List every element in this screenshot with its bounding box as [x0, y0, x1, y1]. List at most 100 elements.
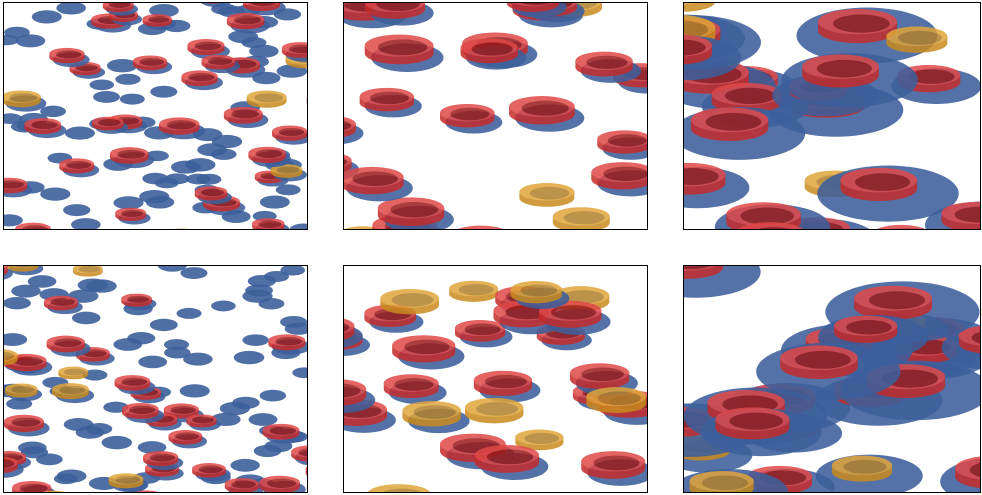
coin-side	[165, 232, 197, 242]
shadow-ellipse	[56, 2, 86, 15]
coin-inner	[529, 186, 570, 200]
coin-top	[306, 484, 308, 489]
coin-inner	[9, 93, 38, 103]
coin-inner	[266, 478, 297, 488]
coin-side	[952, 236, 982, 261]
coin-inner	[476, 402, 519, 416]
shadow-ellipse	[137, 441, 167, 454]
coin-inner	[314, 483, 340, 491]
coin	[726, 202, 801, 230]
coin	[168, 430, 203, 445]
coin-inner	[254, 93, 283, 103]
coin	[377, 197, 445, 227]
shadow-ellipse	[71, 311, 101, 325]
coin-inner	[855, 173, 911, 191]
coin-top	[455, 225, 506, 230]
coin-edge	[71, 239, 107, 243]
coin	[586, 387, 647, 414]
coin-edge	[735, 234, 806, 242]
coin	[186, 414, 217, 428]
coin-inner	[524, 432, 560, 444]
coin-inner	[343, 158, 347, 166]
coin	[187, 38, 225, 56]
coin-edge	[338, 234, 387, 240]
coin	[581, 451, 646, 479]
coin-inner	[31, 120, 58, 130]
shadow-ellipse	[280, 265, 306, 276]
coin	[4, 383, 38, 398]
coin	[460, 38, 518, 64]
coin	[854, 285, 933, 320]
coin	[343, 379, 367, 406]
shadow-ellipse	[292, 367, 308, 379]
coin	[194, 186, 228, 201]
coin-inner	[53, 338, 82, 348]
coin	[941, 201, 981, 230]
coin-inner	[188, 72, 215, 82]
coin	[952, 227, 982, 261]
coin-inner	[288, 44, 308, 54]
shadow-ellipse	[150, 85, 178, 98]
coin-inner	[897, 30, 942, 45]
shadow-ellipse	[115, 73, 141, 85]
coin-inner	[115, 475, 141, 484]
coin-inner	[360, 229, 371, 230]
shadow-ellipse	[180, 267, 208, 280]
shadow-ellipse	[245, 284, 273, 297]
shadow-ellipse	[40, 187, 71, 201]
coin-edge	[648, 0, 716, 1]
shadow-ellipse	[164, 346, 191, 359]
coin-edge	[292, 238, 357, 245]
coin-inner	[969, 462, 981, 478]
coin	[201, 54, 236, 70]
coin	[689, 470, 754, 493]
coin	[958, 325, 981, 354]
coin-inner	[108, 2, 131, 9]
shadow-ellipse	[63, 417, 94, 431]
shadow-ellipse	[284, 322, 308, 335]
coin	[3, 456, 18, 474]
shadow-ellipse	[242, 334, 269, 346]
shadow-ellipse	[197, 143, 227, 157]
coin	[181, 70, 218, 87]
coin	[15, 222, 51, 230]
coin	[292, 229, 357, 256]
coin-inner	[971, 331, 981, 344]
coin-edge	[0, 390, 1, 393]
coin-inner	[275, 336, 302, 346]
shadow-ellipse	[17, 441, 47, 455]
coin-top	[306, 97, 308, 102]
coin	[818, 9, 897, 44]
coin-inner	[298, 448, 308, 457]
shadow-ellipse	[233, 350, 265, 365]
coin	[115, 207, 147, 222]
coin-edge	[952, 239, 982, 248]
coin	[142, 14, 172, 27]
coin-side	[71, 238, 107, 250]
coin	[102, 2, 134, 13]
coin	[259, 475, 300, 493]
shadow-ellipse	[149, 318, 178, 332]
coin-inner	[413, 405, 456, 419]
shadow-ellipse	[11, 284, 41, 298]
shadow-ellipse	[31, 10, 62, 24]
coin	[246, 90, 287, 108]
coin	[3, 90, 41, 108]
coin	[52, 383, 89, 400]
coin-edge	[306, 99, 308, 103]
shadow-ellipse	[248, 413, 278, 426]
coin	[510, 281, 562, 304]
coin-inner	[480, 229, 488, 230]
coin	[683, 14, 716, 50]
coin-top	[965, 227, 981, 230]
shadow-ellipse	[247, 274, 276, 288]
coin-inner	[14, 356, 43, 366]
coin-inner	[846, 320, 892, 335]
coin	[834, 315, 898, 343]
coin-inner	[78, 236, 104, 244]
coin-side	[292, 235, 357, 256]
panel-border	[343, 2, 648, 230]
coin	[272, 125, 308, 141]
coin-inner	[833, 14, 890, 33]
